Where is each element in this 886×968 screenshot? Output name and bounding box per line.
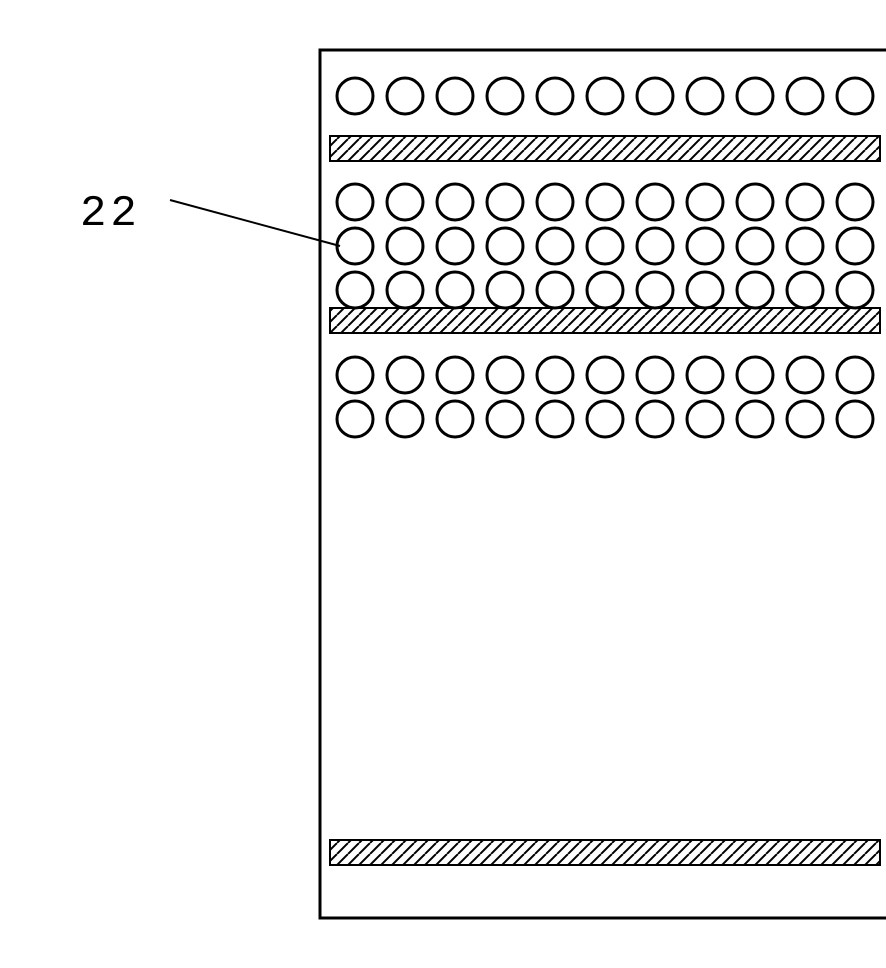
circle-marker — [737, 228, 773, 264]
label-leader-line — [170, 200, 340, 246]
circle-marker — [587, 401, 623, 437]
circle-marker — [687, 184, 723, 220]
circle-marker — [637, 228, 673, 264]
hatched-band — [330, 136, 880, 161]
hatched-band — [330, 308, 880, 333]
circle-marker — [587, 272, 623, 308]
circle-marker — [437, 78, 473, 114]
circle-marker — [437, 357, 473, 393]
circle-marker — [587, 228, 623, 264]
circle-marker — [387, 78, 423, 114]
circle-marker — [337, 78, 373, 114]
circle-marker — [837, 401, 873, 437]
diagram-svg: 22 — [40, 40, 886, 928]
circle-marker — [337, 357, 373, 393]
circle-marker — [487, 184, 523, 220]
circle-marker — [487, 357, 523, 393]
circle-marker — [387, 357, 423, 393]
circle-marker — [537, 184, 573, 220]
circle-marker — [787, 228, 823, 264]
diagram-container: 22 — [40, 40, 886, 928]
circle-marker — [787, 401, 823, 437]
circle-marker — [737, 357, 773, 393]
circle-marker — [487, 78, 523, 114]
circle-marker — [787, 78, 823, 114]
circle-marker — [337, 401, 373, 437]
circle-marker — [337, 184, 373, 220]
circle-marker — [537, 401, 573, 437]
circle-marker — [387, 401, 423, 437]
circle-marker — [387, 228, 423, 264]
circle-marker — [637, 272, 673, 308]
circle-marker — [437, 184, 473, 220]
circle-marker — [687, 272, 723, 308]
circle-marker — [737, 401, 773, 437]
circle-marker — [837, 184, 873, 220]
circle-marker — [837, 78, 873, 114]
circle-marker — [737, 272, 773, 308]
circle-marker — [787, 272, 823, 308]
circle-marker — [837, 228, 873, 264]
circle-marker — [537, 357, 573, 393]
circle-marker — [687, 357, 723, 393]
circle-marker — [437, 228, 473, 264]
circle-marker — [587, 184, 623, 220]
circle-marker — [337, 272, 373, 308]
circle-marker — [487, 401, 523, 437]
circle-marker — [787, 184, 823, 220]
circle-marker — [387, 184, 423, 220]
hatched-band — [330, 840, 880, 865]
label-text: 22 — [80, 189, 141, 239]
circle-marker — [687, 228, 723, 264]
circle-marker — [737, 184, 773, 220]
circle-marker — [537, 78, 573, 114]
circle-marker — [487, 272, 523, 308]
circle-marker — [337, 228, 373, 264]
circle-marker — [537, 228, 573, 264]
circle-marker — [837, 272, 873, 308]
circle-marker — [687, 401, 723, 437]
circle-marker — [787, 357, 823, 393]
circle-marker — [587, 78, 623, 114]
circle-marker — [837, 357, 873, 393]
circle-marker — [637, 401, 673, 437]
circle-marker — [437, 401, 473, 437]
circle-marker — [637, 357, 673, 393]
circle-marker — [637, 184, 673, 220]
circle-marker — [587, 357, 623, 393]
circle-marker — [687, 78, 723, 114]
frame-rect — [320, 50, 886, 918]
circle-marker — [487, 228, 523, 264]
circle-marker — [437, 272, 473, 308]
circle-marker — [637, 78, 673, 114]
circle-marker — [737, 78, 773, 114]
circle-marker — [387, 272, 423, 308]
circle-marker — [537, 272, 573, 308]
